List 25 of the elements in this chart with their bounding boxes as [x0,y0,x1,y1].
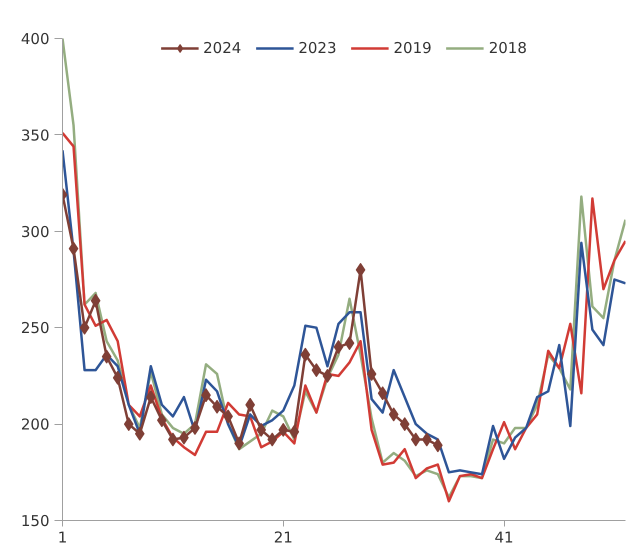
y-tick-label: 250 [20,319,50,338]
x-tick-label: 21 [274,528,293,546]
point [410,432,421,447]
point [289,424,300,439]
y-tick-label: 300 [20,222,50,241]
y-tick-label: 400 [20,30,50,48]
point [112,370,123,385]
y-tick-label: 150 [20,512,50,530]
legend-label: 2024 [203,39,242,57]
legend-label: 2019 [394,39,432,57]
point [278,422,288,437]
point [388,407,399,422]
point [134,426,145,441]
legend-label: 2018 [488,39,527,57]
x-tick-label: 1 [58,528,68,546]
y-tick-label: 350 [20,126,50,144]
point [256,422,266,437]
x-tick-label: 41 [494,528,514,546]
y-tick-label: 200 [20,416,50,434]
legend-label: 2023 [298,39,336,57]
point [124,417,134,432]
point [400,417,410,432]
point [267,432,278,447]
point [422,432,432,447]
point [146,390,156,404]
